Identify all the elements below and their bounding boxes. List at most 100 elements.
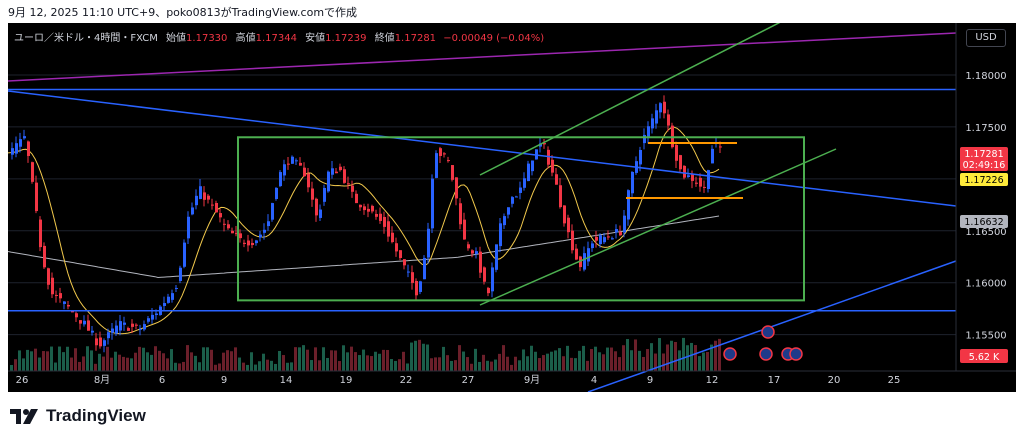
candle-body — [227, 224, 230, 229]
candle-body — [339, 166, 342, 171]
price-tick-label: 1.17500 — [965, 123, 1006, 134]
candle-body — [523, 178, 526, 188]
brand-name: TradingView — [46, 406, 146, 425]
chart-area[interactable]: 1.180001.175001.170001.165001.160001.155… — [8, 23, 1016, 392]
candle-body — [127, 328, 130, 331]
candle-body — [631, 171, 634, 194]
volume-bar — [646, 349, 649, 371]
candle-body — [683, 165, 686, 178]
volume-bar — [298, 347, 301, 371]
candle-body — [415, 280, 418, 296]
candle-body — [235, 233, 238, 235]
volume-bar — [582, 345, 585, 371]
price-axis-panel[interactable] — [956, 23, 1016, 392]
symbol-legend: ユーロ／米ドル・4時間・FXCM 始値1.17330 高値1.17344 安値1… — [14, 29, 544, 44]
candle-body — [475, 251, 478, 254]
candle-body — [19, 139, 22, 147]
currency-button[interactable]: USD — [966, 29, 1006, 47]
economic-event-icon[interactable] — [789, 347, 803, 361]
candle-body — [439, 148, 442, 156]
volume-bar — [378, 353, 381, 371]
slow-ma-label: 1.16632 — [964, 217, 1003, 228]
candle-body — [563, 205, 566, 224]
range-box[interactable] — [237, 136, 805, 302]
volume-bar — [90, 350, 93, 371]
volume-bar — [690, 342, 693, 371]
candle-body — [323, 187, 326, 202]
volume-bar — [618, 357, 621, 371]
candle-body — [647, 126, 650, 139]
volume-bar — [462, 351, 465, 371]
volume-bar — [518, 360, 521, 371]
economic-event-icon[interactable] — [761, 325, 775, 339]
candle-body — [407, 271, 410, 273]
volume-bar — [706, 351, 709, 371]
candle-body — [443, 153, 446, 155]
footer-logo[interactable]: TradingView — [10, 404, 146, 428]
candle-body — [95, 338, 98, 346]
fast-ma-badge — [960, 173, 1008, 186]
candle-body — [287, 163, 290, 165]
volume-bar — [10, 364, 13, 371]
candle-body — [363, 206, 366, 211]
economic-event-icon[interactable] — [723, 347, 737, 361]
volume-bar — [278, 350, 281, 371]
volume-bar — [590, 349, 593, 371]
volume-bar — [406, 363, 409, 371]
economic-event-icon[interactable] — [759, 347, 773, 361]
candle-body — [483, 267, 486, 282]
candle-body — [567, 217, 570, 233]
volume-bar — [550, 351, 553, 371]
candle-body — [63, 301, 66, 304]
candle-body — [391, 232, 394, 243]
volume-bar — [466, 357, 469, 371]
candle-body — [263, 229, 266, 233]
volume-bar — [50, 346, 53, 371]
candle-body — [347, 183, 350, 185]
volume-bar — [710, 344, 713, 371]
volume-bar — [362, 349, 365, 371]
candle-body — [639, 149, 642, 165]
volume-bar — [538, 358, 541, 371]
candle-body — [503, 216, 506, 226]
symbol-name[interactable]: ユーロ／米ドル・4時間・FXCM — [14, 33, 158, 44]
volume-bar — [274, 363, 277, 371]
volume-bar — [58, 346, 61, 371]
volume-bar — [114, 351, 117, 371]
time-tick-label: 25 — [888, 375, 901, 386]
volume-bar — [106, 346, 109, 371]
time-tick-label: 8月 — [94, 374, 110, 386]
candle-body — [31, 162, 34, 182]
volume-bar — [154, 346, 157, 371]
price-chart[interactable]: 1.180001.175001.170001.165001.160001.155… — [8, 23, 1016, 392]
candle-body — [551, 159, 554, 173]
candle-body — [495, 244, 498, 270]
volume-bar — [182, 361, 185, 371]
volume-bar — [694, 345, 697, 371]
candle-body — [395, 243, 398, 252]
candle-body — [511, 197, 514, 204]
descending-trendline[interactable] — [8, 90, 957, 207]
purple-trendline[interactable] — [8, 32, 957, 82]
channel-upper-line[interactable] — [479, 23, 818, 176]
high-value: 1.17344 — [255, 33, 297, 44]
candle-body — [479, 251, 482, 273]
volume-bar — [222, 352, 225, 371]
volume-bar — [554, 350, 557, 371]
time-tick-label: 17 — [768, 375, 781, 386]
slow-ma-badge — [960, 215, 1008, 228]
volume-bar — [486, 360, 489, 371]
volume-bar — [246, 364, 249, 371]
volume-bar — [94, 363, 97, 371]
channel-lower-line[interactable] — [479, 148, 837, 306]
change-value: −0.00049 (−0.04%) — [443, 33, 545, 44]
volume-bar — [270, 360, 273, 371]
volume-bar — [374, 351, 377, 371]
candle-body — [667, 114, 670, 126]
candle-body — [119, 321, 122, 331]
candle-body — [83, 320, 86, 325]
ascending-support-trendline[interactable] — [587, 260, 957, 392]
candle-body — [435, 153, 438, 178]
volume-bar — [86, 346, 89, 371]
volume-bar — [318, 360, 321, 371]
